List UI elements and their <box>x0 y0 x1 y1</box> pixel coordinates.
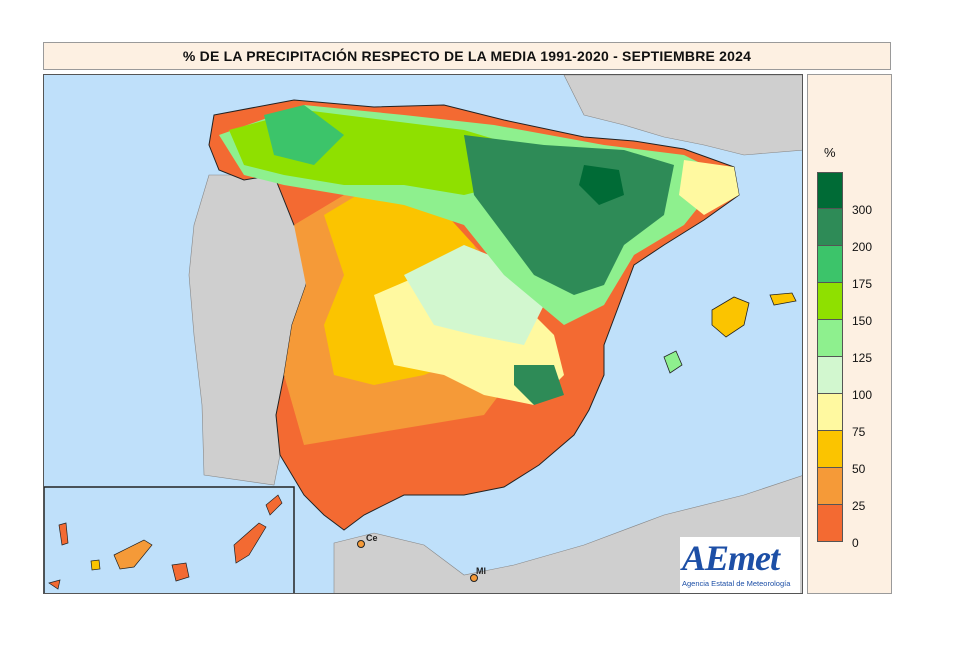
legend-color-bar <box>817 172 843 542</box>
legend-label-25: 25 <box>852 499 866 513</box>
ibiza <box>663 350 683 374</box>
lanzarote <box>265 494 283 516</box>
legend-swatch-75 <box>817 394 843 431</box>
legend: % 300 200 175 150 125 100 75 50 25 0 <box>807 74 892 594</box>
ceuta-marker <box>357 540 365 548</box>
legend-swatch-50 <box>817 431 843 468</box>
map-frame: Ce Ml AEmet Agencia Estatal de Meteorolo… <box>43 74 803 594</box>
legend-swatch-175 <box>817 246 843 283</box>
legend-label-200: 200 <box>852 240 873 254</box>
legend-swatch-150 <box>817 283 843 320</box>
legend-swatch-0 <box>817 505 843 542</box>
la-gomera <box>90 559 101 571</box>
legend-label-175: 175 <box>852 277 873 291</box>
ceuta-label: Ce <box>366 533 378 543</box>
map-title: % DE LA PRECIPITACIÓN RESPECTO DE LA MED… <box>43 42 891 70</box>
melilla-label: Ml <box>476 566 486 576</box>
tenerife <box>113 539 153 570</box>
aemet-logo: AEmet Agencia Estatal de Meteorología <box>680 537 800 593</box>
precip-zone-300 <box>579 165 624 205</box>
el-hierro <box>48 579 61 590</box>
legend-unit: % <box>824 145 836 160</box>
legend-swatch-25 <box>817 468 843 505</box>
precip-zone-200-east <box>514 365 564 405</box>
legend-swatch-125 <box>817 320 843 357</box>
legend-swatch-100 <box>817 357 843 394</box>
logo-wordmark: AEmet <box>682 538 780 578</box>
la-palma <box>58 522 69 546</box>
legend-label-75: 75 <box>852 425 866 439</box>
legend-label-150: 150 <box>852 314 873 328</box>
precipitation-map <box>44 75 802 593</box>
gran-canaria <box>171 562 190 582</box>
menorca <box>769 292 797 306</box>
logo-subtitle: Agencia Estatal de Meteorología <box>682 579 791 588</box>
france-land <box>563 75 802 156</box>
legend-label-125: 125 <box>852 351 873 365</box>
melilla-marker <box>470 574 478 582</box>
legend-swatch-300 <box>817 172 843 209</box>
legend-label-0: 0 <box>852 536 859 550</box>
legend-label-300: 300 <box>852 203 873 217</box>
mallorca <box>711 296 750 338</box>
precip-zone-catalonia <box>679 160 739 215</box>
legend-label-100: 100 <box>852 388 873 402</box>
legend-swatch-200 <box>817 209 843 246</box>
precip-zone-200-300 <box>464 135 674 295</box>
legend-label-50: 50 <box>852 462 866 476</box>
fuerteventura <box>233 522 267 564</box>
precip-zone-175-200 <box>264 105 344 165</box>
